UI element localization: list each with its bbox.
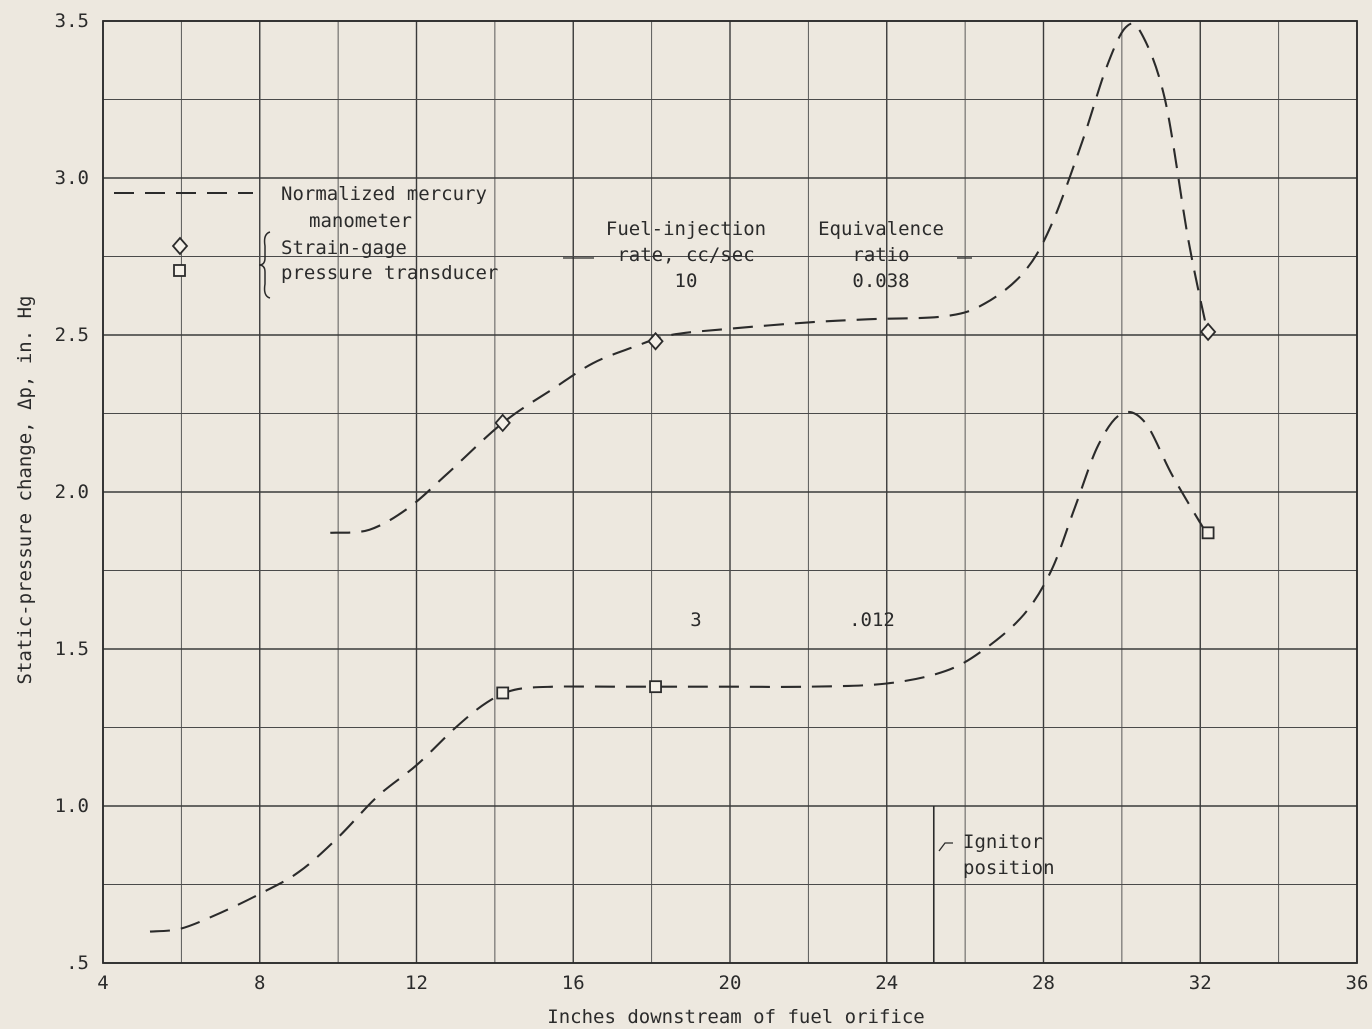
ratio-header-1: Equivalence	[818, 218, 944, 240]
ignitor-leader	[938, 842, 953, 852]
diamond-data-point	[647, 331, 664, 351]
x-tick-label: 4	[97, 972, 108, 994]
x-tick-label: 12	[405, 972, 428, 994]
legend-marker-label-1: Strain-gage	[281, 237, 407, 259]
y-tick-label: 3.5	[55, 10, 89, 32]
legend-marker-label-2: pressure transducer	[281, 262, 498, 284]
x-tick-label: 36	[1346, 972, 1369, 994]
x-axis-label: Inches downstream of fuel orifice	[547, 1006, 925, 1028]
axes: 4 8 12 16 20 24 28 32 36 .5 1.0 1.5 2.0 2.5 3.0 3.5	[55, 10, 1369, 994]
ignitor-label-2: position	[963, 857, 1055, 879]
y-tick-label: .5	[66, 952, 89, 974]
square-data-point	[1201, 526, 1215, 540]
ratio-header-2: ratio	[852, 244, 909, 266]
x-tick-label: 20	[719, 972, 742, 994]
grid	[102, 20, 1358, 964]
series-1-rate-label: 10	[675, 270, 698, 292]
plot-frame	[102, 20, 1358, 964]
x-tick-label: 28	[1032, 972, 1055, 994]
curves	[149, 22, 1210, 933]
legend: Normalized mercury manometer Strain-gage…	[114, 183, 498, 299]
series-2-rate-label: 3	[690, 609, 701, 631]
y-tick-label: 2.5	[55, 324, 89, 346]
series-2-manometer-curve	[149, 410, 1210, 933]
legend-line-label-1: Normalized mercury	[281, 183, 487, 205]
square-data-point	[649, 680, 662, 694]
y-axis-label: Static-pressure change, Δp, in. Hg	[14, 296, 36, 685]
legend-brace	[258, 231, 271, 299]
y-tick-label: 1.0	[55, 795, 89, 817]
legend-line-label-2: manometer	[309, 210, 412, 232]
legend-square-marker	[173, 264, 186, 277]
ignitor-label-1: Ignitor	[963, 831, 1043, 853]
x-tick-label: 8	[254, 972, 265, 994]
x-tick-label: 16	[562, 972, 585, 994]
rate-header-2: rate, cc/sec	[617, 244, 754, 266]
ignitor-annotation: Ignitor position	[932, 806, 1055, 963]
diamond-data-point	[1199, 322, 1217, 342]
square-data-point	[496, 686, 510, 700]
series-1-manometer-curve	[330, 22, 1210, 534]
y-tick-label: 2.0	[55, 481, 89, 503]
y-tick-label: 3.0	[55, 167, 89, 189]
curve-label-table: Fuel-injection rate, cc/sec Equivalence …	[563, 218, 972, 631]
rate-header-1: Fuel-injection	[606, 218, 766, 240]
data-markers	[494, 322, 1217, 700]
diamond-data-point	[494, 413, 511, 433]
x-tick-label: 32	[1189, 972, 1212, 994]
series-1-ratio-label: 0.038	[852, 270, 909, 292]
series-2-ratio-label: .012	[849, 609, 895, 631]
y-tick-label: 1.5	[55, 638, 89, 660]
x-tick-label: 24	[875, 972, 898, 994]
legend-diamond-marker	[171, 236, 189, 256]
